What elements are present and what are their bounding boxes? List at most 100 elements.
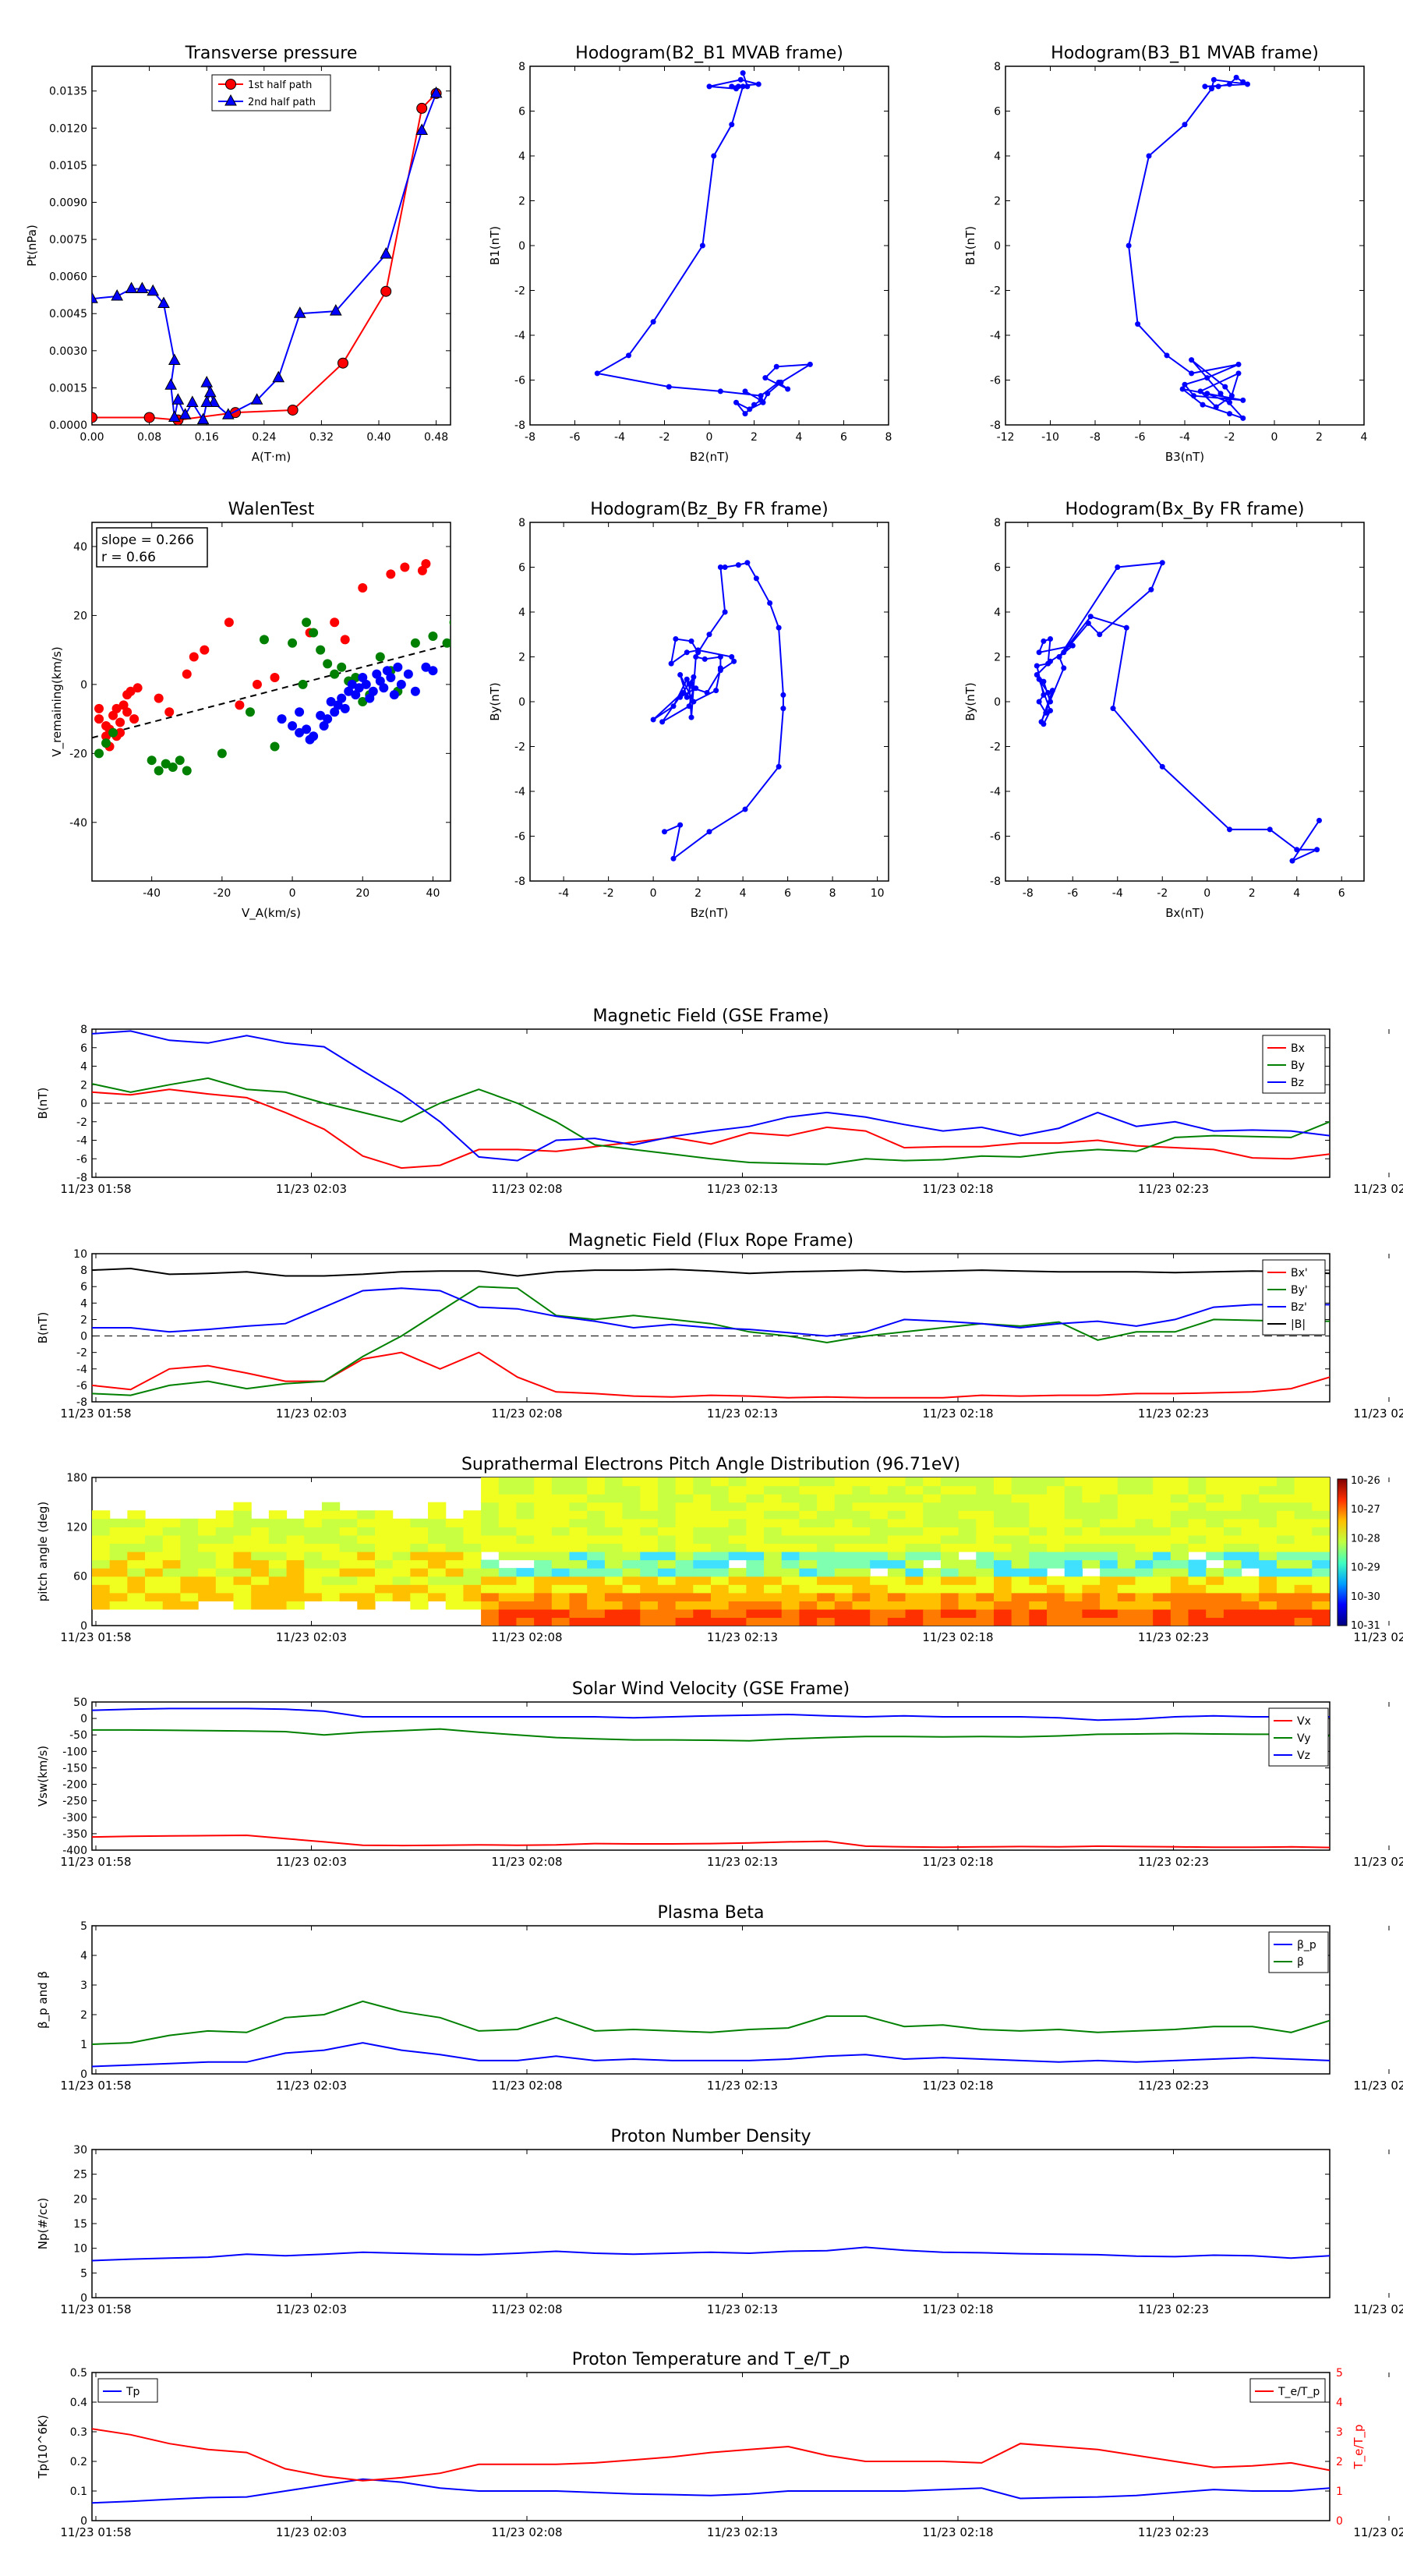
pad-cell (534, 1518, 553, 1527)
walen-x-tick-label: -40 (143, 887, 161, 900)
pad-cell (1170, 1552, 1189, 1561)
bfr-series-By' (92, 1286, 1330, 1396)
walen-point-early (122, 707, 133, 717)
pad-cell (781, 1576, 800, 1585)
pad-cell (1100, 1552, 1119, 1561)
pad-cell (1153, 1559, 1172, 1569)
pad-cell (1223, 1601, 1242, 1610)
pad-cell (463, 1510, 482, 1520)
tp-time-tick: 11/23 02:28 (1353, 2525, 1403, 2539)
pad-cell (1064, 1494, 1083, 1503)
pad-cell (675, 1576, 694, 1585)
pad-cell (1206, 1601, 1225, 1610)
h2-plot-frame (1005, 65, 1365, 426)
pad-cell (1117, 1527, 1136, 1536)
walen-point-late (410, 686, 420, 696)
pad-cell (162, 1584, 182, 1594)
pad-cell (1188, 1494, 1207, 1503)
h2-point (1240, 79, 1246, 85)
walen-point-middle (154, 766, 164, 776)
pad-cell (905, 1608, 924, 1619)
pad-cell (1170, 1502, 1189, 1511)
pad-cell (498, 1608, 518, 1619)
pad-cell (1223, 1502, 1242, 1511)
pad-cell (940, 1534, 959, 1545)
pad-cell (1064, 1534, 1083, 1545)
pad-cell (534, 1552, 553, 1561)
pad-cell (304, 1584, 323, 1594)
pad-cell (198, 1568, 217, 1577)
pad-cell (1047, 1485, 1066, 1495)
pad-cell (1153, 1543, 1172, 1552)
h1-point (762, 375, 769, 381)
pad-cell (445, 1527, 464, 1536)
pad-cell (516, 1552, 535, 1561)
pad-cell (428, 1576, 447, 1585)
pad-cell (675, 1485, 694, 1495)
pad-cell (145, 1576, 164, 1585)
pad-cell (993, 1477, 1012, 1487)
walen-plot-frame (91, 522, 451, 882)
pad-cell (109, 1518, 128, 1527)
h4-x-tick-label: -4 (1112, 887, 1123, 900)
h1-ylabel: B1(nT) (488, 226, 502, 265)
h1-y-tick-label: 4 (518, 150, 525, 163)
h3-point (659, 719, 666, 725)
h2-point (1126, 242, 1132, 249)
pad-cell (711, 1477, 730, 1487)
h3-x-tick-label: 0 (650, 887, 657, 900)
pad-cell (1312, 1592, 1330, 1601)
h4-y-tick-label: -2 (990, 741, 1001, 754)
h1-x-tick-label: 4 (796, 431, 803, 444)
tp-y-tick-label: 0.3 (70, 2426, 87, 2439)
pad-cell (604, 1477, 624, 1487)
pt-point (168, 353, 181, 366)
pad-cell (622, 1568, 641, 1577)
pad-cell (1029, 1510, 1048, 1520)
h1-point (742, 388, 748, 395)
pad-cell (675, 1601, 694, 1610)
pad-cell (887, 1559, 906, 1569)
pad-cell (746, 1518, 765, 1527)
bgse-series-Bz (92, 1030, 1330, 1162)
bfr-y-tick-label: 2 (80, 1314, 87, 1326)
tp-y2-tick-label: 1 (1336, 2486, 1343, 2498)
pad-cell (286, 1576, 305, 1585)
pad-cell (817, 1527, 836, 1536)
h3-x-tick-label: -2 (603, 887, 614, 900)
h1-x-tick-label: 0 (706, 431, 713, 444)
pad-cell (1276, 1592, 1295, 1601)
beta-time-tick: 11/23 02:23 (1138, 2079, 1209, 2093)
pt-y-tick-label: 0.0030 (49, 345, 87, 358)
pad-cell (1153, 1576, 1172, 1585)
pad-cell (516, 1568, 535, 1577)
beta-y-tick-label: 0 (80, 2068, 87, 2081)
pad-cell (764, 1494, 783, 1503)
pad-cell (622, 1477, 641, 1487)
bfr-time-tick: 11/23 02:08 (491, 1407, 562, 1421)
h1-point (778, 379, 784, 385)
pad-cell (569, 1510, 588, 1520)
pad-cell (321, 1518, 341, 1527)
pad-cell (764, 1608, 783, 1619)
pad-cell (1259, 1477, 1278, 1487)
walen-point-late (302, 724, 312, 734)
pad-cell (1117, 1485, 1136, 1495)
bfr-series-Bx' (92, 1351, 1330, 1399)
pad-cell (1276, 1502, 1295, 1511)
pad-cell (551, 1527, 571, 1536)
pad-cell (1082, 1510, 1101, 1520)
pad-cell (1082, 1617, 1101, 1626)
pt-point (337, 357, 348, 369)
h4-point (1159, 763, 1165, 770)
walen-point-early (421, 559, 431, 569)
pad-cell (1135, 1617, 1154, 1626)
pad-cell (693, 1584, 712, 1594)
pad-cell (127, 1510, 146, 1520)
pad-cell (923, 1534, 942, 1545)
pad-cell (728, 1543, 747, 1552)
pad-cell (516, 1543, 535, 1552)
np-time-tick: 11/23 02:28 (1353, 2302, 1403, 2316)
pad-cell (976, 1502, 995, 1511)
h2-point (1217, 391, 1224, 397)
